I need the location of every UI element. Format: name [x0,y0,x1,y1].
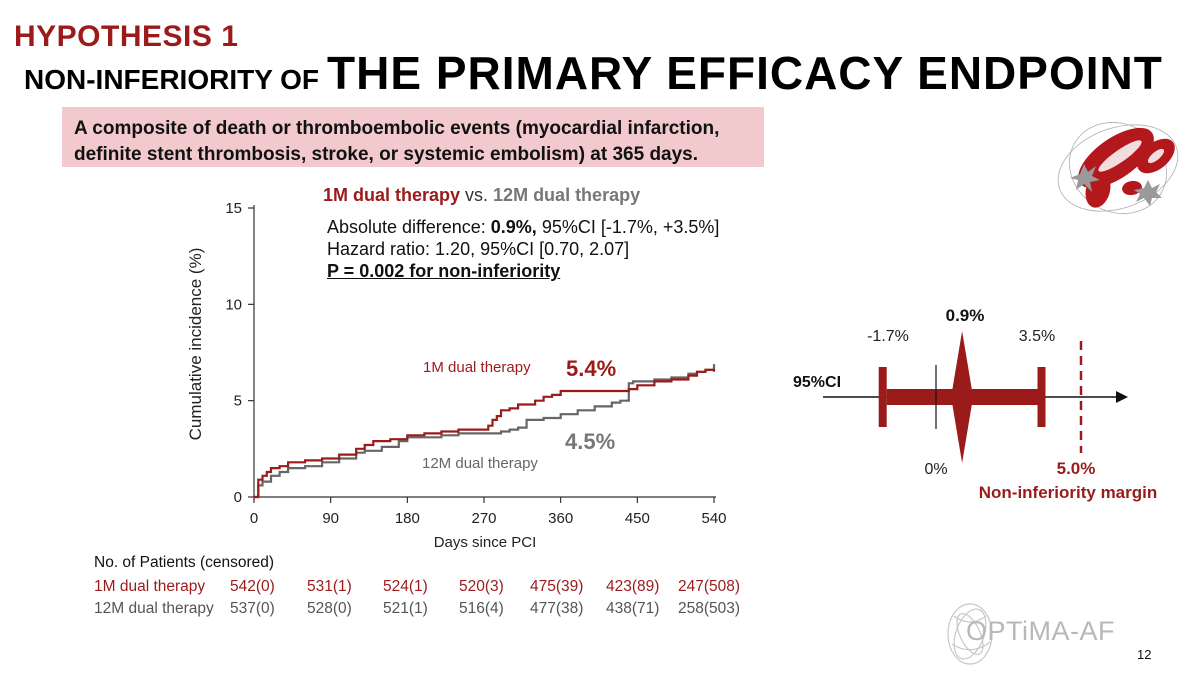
series-label-12m: 12M dual therapy [422,455,538,472]
forest-axis-label: 95%CI [793,374,841,391]
series-label-1m: 1M dual therapy [423,359,531,376]
km-x-axis-label: Days since PCI [434,534,537,551]
blood-cells-logo-icon [1057,122,1179,214]
endpoint-definition-box: A composite of death or thromboembolic e… [62,107,764,167]
risk-cell: 521(1) [383,600,428,617]
ci-lower-cap [878,367,887,427]
x-tick-label: 270 [471,510,496,527]
km-y-axis-label: Cumulative incidence (%) [186,248,205,441]
y-tick-label: 5 [234,393,242,410]
abs-diff-ci: 95%CI [-1.7%, +3.5%] [536,217,720,237]
series-end-label-1m: 5.4% [566,356,616,381]
ci-bar [886,389,1038,405]
x-tick-label: 450 [625,510,650,527]
risk-cell: 475(39) [530,578,584,595]
risk-cell: 542(0) [230,578,275,595]
risk-row-label: 12M dual therapy [94,600,214,617]
comparison-1m: 1M dual therapy [323,185,460,205]
series-end-label-12m: 4.5% [565,429,615,454]
title-prefix: NON-INFERIORITY OF [24,64,320,95]
risk-cell: 423(89) [606,578,660,595]
hazard-ratio-row: Hazard ratio: 1.20, 95%CI [0.70, 2.07] [327,239,630,259]
forest-point-label: 0.9% [946,306,985,325]
y-tick-label: 15 [225,200,242,217]
optima-af-logo-text: OPTiMA-AF [966,616,1115,646]
forest-upper-label: 3.5% [1019,328,1055,345]
abs-diff-value: 0.9%, [490,217,537,237]
risk-table-header: No. of Patients (censored) [94,554,275,571]
forest-zero-label: 0% [924,461,947,478]
p-value-row: P = 0.002 for non-inferiority [327,261,561,281]
risk-cell: 531(1) [307,578,352,595]
abs-diff-prefix: Absolute difference: [327,217,491,237]
risk-cell: 516(4) [459,600,504,617]
ci-upper-cap [1037,367,1046,427]
risk-row-label: 1M dual therapy [94,578,206,595]
y-tick-label: 10 [225,296,242,313]
comparison-heading: 1M dual therapy vs. 12M dual therapy [323,185,640,205]
x-tick-label: 0 [250,510,258,527]
forest-arrow-head-icon [1116,391,1128,403]
page-number: 12 [1137,647,1152,662]
title-main: THE PRIMARY EFFICACY ENDPOINT [327,47,1163,99]
x-tick-label: 180 [395,510,420,527]
absolute-difference-row: Absolute difference: 0.9%, 95%CI [-1.7%,… [327,216,719,238]
hypothesis-title: HYPOTHESIS 1 [14,20,239,53]
x-tick-label: 90 [322,510,339,527]
risk-cell: 537(0) [230,600,275,617]
risk-cell: 524(1) [383,578,428,595]
forest-margin-label: 5.0% [1057,459,1096,478]
x-tick-label: 360 [548,510,573,527]
definition-line-1: A composite of death or thromboembolic e… [74,118,720,139]
forest-lower-label: -1.7% [867,328,909,345]
y-tick-label: 0 [234,489,242,506]
risk-cell: 528(0) [307,600,352,617]
x-tick-label: 540 [701,510,726,527]
optima-af-logo-icon [947,603,993,665]
risk-cell: 477(38) [530,600,584,617]
risk-cell: 247(508) [678,578,741,595]
series-line-12m [254,364,716,499]
point-estimate-diamond [951,331,974,463]
page-title: NON-INFERIORITY OF THE PRIMARY EFFICACY E… [24,46,1163,100]
risk-cell: 520(3) [459,578,504,595]
statistics-block: Absolute difference: 0.9%, 95%CI [-1.7%,… [327,216,719,282]
comparison-vs: vs. [460,185,493,205]
risk-cell: 438(71) [606,600,660,617]
forest-margin-caption: Non-inferiority margin [979,483,1158,502]
definition-line-2: definite stent thrombosis, stroke, or sy… [74,144,699,165]
comparison-12m: 12M dual therapy [493,185,640,205]
series-line-1m [254,368,716,499]
risk-cell: 258(503) [678,600,741,617]
